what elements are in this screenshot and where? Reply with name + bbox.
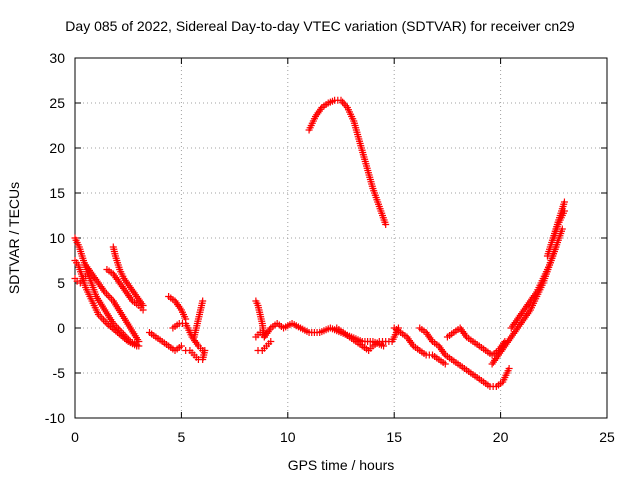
- data-point: [382, 221, 390, 228]
- data-marker: [339, 98, 347, 106]
- series-track-d: [82, 261, 143, 345]
- x-tick-label: 10: [280, 429, 296, 445]
- y-tick-label: 25: [49, 95, 65, 111]
- data-point: [560, 207, 568, 215]
- series-track-e: [103, 266, 147, 314]
- series-track-l: [252, 320, 388, 350]
- data-point: [260, 333, 268, 341]
- series-track-q: [390, 324, 449, 368]
- series-track-g: [145, 329, 185, 354]
- data-marker: [340, 100, 348, 108]
- series-track-j: [182, 347, 209, 363]
- y-tick-label: -5: [53, 365, 66, 381]
- series-track-r: [416, 324, 513, 390]
- y-tick-label: 15: [49, 185, 65, 201]
- x-tick-label: 0: [71, 429, 79, 445]
- y-tick-label: 30: [49, 50, 65, 66]
- series-track-w: [550, 207, 568, 242]
- data-marker: [100, 316, 108, 324]
- data-point: [441, 360, 449, 368]
- x-tick-label: 15: [386, 429, 402, 445]
- data-point: [199, 297, 207, 305]
- y-tick-label: 20: [49, 140, 65, 156]
- x-axis-label: GPS time / hours: [287, 457, 395, 473]
- y-tick-label: -10: [45, 410, 65, 426]
- series-track-u: [507, 225, 566, 332]
- y-tick-label: 10: [49, 230, 65, 246]
- x-tick-label: 20: [493, 429, 509, 445]
- series-track-n: [254, 338, 275, 354]
- chart-title: Day 085 of 2022, Sidereal Day-to-day VTE…: [65, 18, 575, 34]
- data-point: [139, 302, 147, 309]
- series-track-m: [252, 297, 268, 341]
- data-point: [505, 365, 513, 372]
- y-tick-label: 0: [57, 320, 65, 336]
- series-track-h: [165, 293, 190, 323]
- data-point: [177, 342, 185, 350]
- series-track-o: [305, 96, 390, 228]
- data-point: [135, 338, 143, 345]
- data-point: [560, 198, 568, 206]
- series-track-f: [109, 243, 147, 309]
- series-track-i: [169, 320, 207, 354]
- data-marker: [104, 292, 112, 300]
- x-tick-label: 5: [178, 429, 186, 445]
- x-tick-label: 25: [599, 429, 615, 445]
- data-point: [267, 338, 275, 345]
- data-marker: [98, 314, 106, 322]
- data-marker: [106, 293, 114, 301]
- y-tick-label: 5: [57, 275, 65, 291]
- data-point: [380, 342, 388, 350]
- series-track-k: [190, 297, 207, 341]
- data-point: [201, 347, 209, 354]
